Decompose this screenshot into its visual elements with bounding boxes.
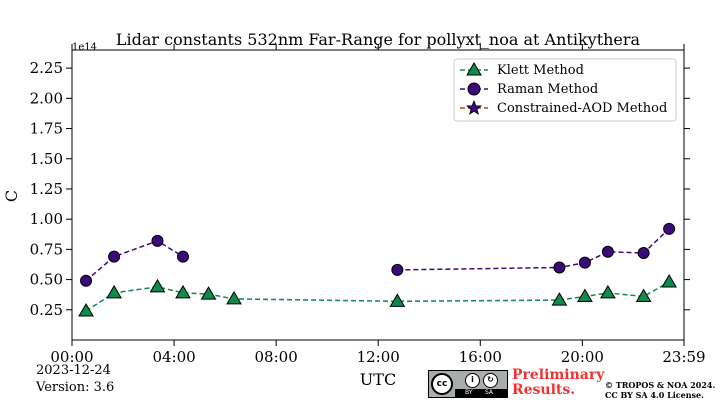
klett-point (661, 274, 677, 288)
legend-label-raman: Raman Method (497, 82, 598, 97)
y-tick-label: 1.75 (30, 120, 63, 138)
copyright-notice: © TROPOS & NOA 2024. CC BY SA 4.0 Licens… (605, 380, 715, 400)
raman-point (637, 247, 650, 259)
legend-label-klett: Klett Method (497, 63, 584, 78)
preliminary-line2: Results. (512, 382, 576, 398)
x-tick-label: 00:00 (50, 348, 93, 366)
preliminary-line1: Preliminary (512, 367, 605, 383)
series-line-raman (85, 228, 670, 282)
copyright-line1: © TROPOS & NOA 2024. (605, 380, 716, 390)
x-tick-label: 12:00 (357, 348, 400, 366)
cc-license-badge: cc i ↻ BY SA (428, 370, 508, 398)
series-line-klett (85, 281, 670, 312)
legend-label-constrained: Constrained-AOD Method (497, 101, 667, 116)
legend-marker-constrained (465, 99, 483, 115)
raman-point (578, 256, 591, 269)
by-icon: i (465, 373, 480, 388)
raman-point (80, 274, 93, 287)
version-label: Version: 3.6 (36, 380, 115, 395)
y-tick-label: 0.50 (30, 271, 63, 289)
y-offset-label: 1e14 (72, 42, 97, 53)
plot-frame (71, 49, 685, 341)
cc-by-text: BY (465, 389, 473, 396)
raman-point (663, 222, 676, 235)
klett-point (389, 293, 406, 307)
cc-badge-strip: BY SA (455, 389, 507, 397)
sa-icon: ↻ (483, 373, 498, 388)
klett-point (149, 278, 166, 293)
legend-marker-klett (466, 62, 482, 76)
raman-point (177, 250, 190, 263)
raman-point (553, 261, 566, 274)
raman-point (601, 245, 614, 258)
raman-point (108, 250, 121, 263)
date-label: 2023-12-24 (36, 363, 111, 378)
y-tick-label: 2.00 (30, 89, 63, 107)
chart-title: Lidar constants 532nm Far-Range for poll… (116, 30, 641, 49)
klett-point (175, 284, 191, 299)
x-tick-label: 08:00 (255, 348, 298, 366)
y-tick-label: 1.25 (30, 180, 63, 198)
klett-point (106, 284, 122, 299)
y-tick-label: 0.75 (30, 240, 63, 258)
klett-point (226, 290, 242, 305)
klett-point (600, 284, 616, 299)
series-layer (78, 222, 677, 317)
klett-point (635, 288, 652, 302)
klett-point (551, 292, 568, 306)
raman-point (151, 234, 164, 247)
klett-point (78, 303, 94, 317)
legend-marker-raman (467, 82, 481, 96)
axes-layer: 0.25 0.50 0.75 1.00 1.25 1.50 1.75 2.00 2.25 00:0… (30, 44, 706, 366)
y-tick-label: 1.50 (30, 150, 63, 168)
legend-box (453, 58, 677, 122)
cc-icon: cc (431, 373, 453, 395)
legend: Klett Method Raman Method Constrained-AO… (453, 58, 677, 122)
klett-point (200, 286, 217, 300)
x-tick-label: 16:00 (459, 348, 502, 366)
copyright-line2: CC BY SA 4.0 License. (605, 390, 704, 400)
cc-sa-text: SA (485, 389, 494, 396)
y-tick-label: 1.00 (30, 210, 63, 228)
klett-point (577, 288, 593, 302)
x-tick-label: 23:59 (662, 348, 705, 366)
y-axis-label: C (2, 190, 21, 202)
preliminary-notice: Preliminary Results. (512, 368, 604, 398)
x-tick-label: 04:00 (152, 348, 195, 366)
y-tick-label: 2.25 (30, 59, 63, 77)
raman-point (391, 263, 404, 276)
x-axis-label: UTC (360, 370, 396, 389)
x-tick-label: 20:00 (561, 348, 604, 366)
y-tick-label: 0.25 (30, 301, 63, 319)
